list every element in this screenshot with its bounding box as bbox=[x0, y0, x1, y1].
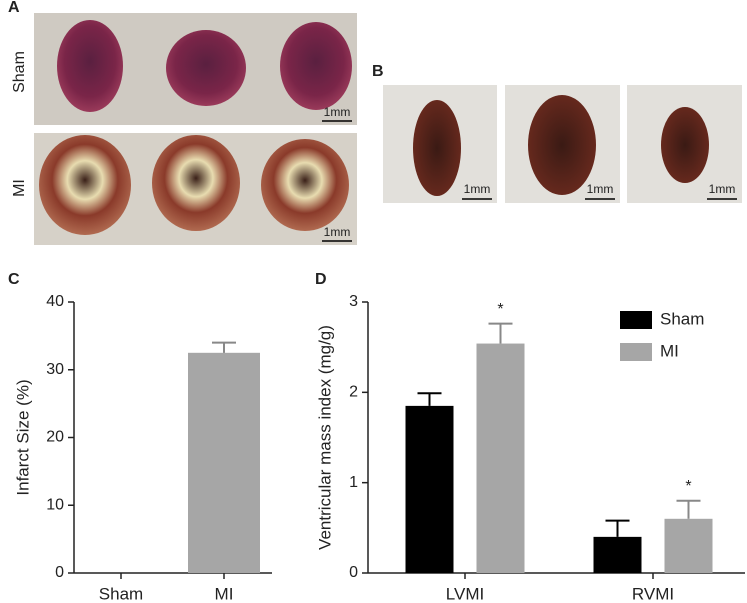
heart bbox=[152, 135, 240, 231]
heart bbox=[39, 135, 131, 235]
legend-swatch bbox=[620, 311, 652, 329]
y-tick-label: 0 bbox=[349, 564, 358, 581]
y-tick-label: 3 bbox=[349, 293, 358, 310]
legend-swatch bbox=[620, 343, 652, 361]
legend-label: Sham bbox=[660, 309, 704, 328]
significance: * bbox=[497, 301, 503, 318]
heart bbox=[661, 107, 709, 183]
error-bar bbox=[212, 341, 236, 353]
y-axis-label: Infarct Size (%) bbox=[13, 379, 32, 495]
panel-label: D bbox=[315, 271, 327, 288]
y-tick-label: 20 bbox=[46, 429, 64, 446]
y-tick-label: 2 bbox=[349, 384, 358, 401]
scale-label: 1mm bbox=[324, 225, 351, 239]
y-tick-label: 1 bbox=[349, 474, 358, 491]
scale-label: 1mm bbox=[464, 182, 491, 196]
error-bar bbox=[417, 392, 442, 406]
panel-label: C bbox=[8, 271, 20, 288]
heart bbox=[280, 22, 352, 110]
y-tick-label: 40 bbox=[46, 293, 64, 310]
scale-label: 1mm bbox=[709, 182, 736, 196]
panel-label: A bbox=[8, 0, 20, 16]
row-label: MI bbox=[11, 179, 28, 197]
heart bbox=[528, 95, 596, 195]
error-bar bbox=[605, 519, 630, 537]
heart bbox=[261, 139, 349, 231]
bar bbox=[593, 536, 642, 573]
bar bbox=[476, 343, 525, 573]
heart bbox=[166, 30, 246, 106]
y-axis-label: Ventricular mass index (mg/g) bbox=[315, 325, 334, 550]
y-tick-label: 30 bbox=[46, 361, 64, 378]
x-tick-label: RVMI bbox=[632, 584, 674, 603]
x-tick-label: MI bbox=[215, 584, 234, 603]
x-tick-label: LVMI bbox=[446, 584, 484, 603]
panel-label: B bbox=[372, 63, 384, 80]
error-bar bbox=[488, 322, 513, 344]
bar bbox=[664, 518, 713, 573]
heart bbox=[57, 20, 123, 112]
y-tick-label: 10 bbox=[46, 496, 64, 513]
significance: * bbox=[685, 478, 691, 495]
scale-label: 1mm bbox=[324, 105, 351, 119]
heart bbox=[413, 100, 461, 196]
bar bbox=[188, 352, 260, 573]
row-label: Sham bbox=[11, 51, 28, 93]
scale-label: 1mm bbox=[587, 182, 614, 196]
bar bbox=[405, 405, 454, 573]
error-bar bbox=[676, 499, 701, 519]
x-tick-label: Sham bbox=[99, 584, 143, 603]
y-tick-label: 0 bbox=[55, 564, 64, 581]
legend-label: MI bbox=[660, 341, 679, 360]
